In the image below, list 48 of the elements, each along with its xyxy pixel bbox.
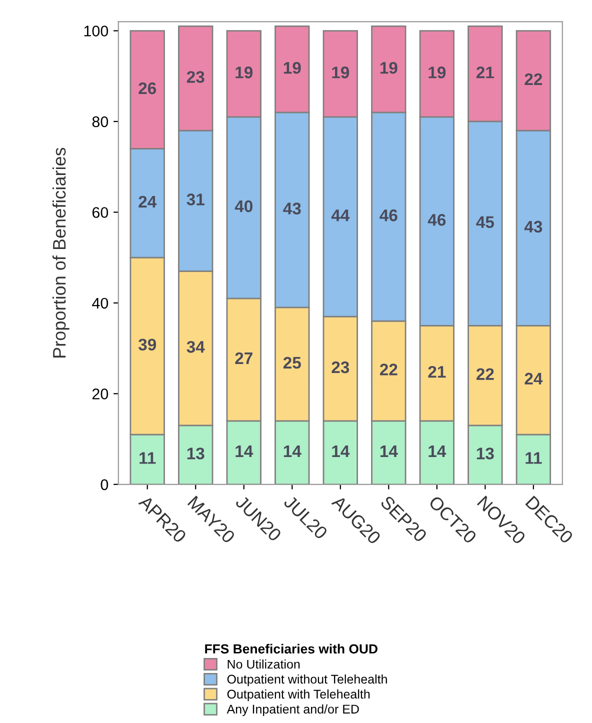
data-label: 25 [283,356,301,369]
legend-label: Any Inpatient and/or ED [226,704,359,716]
data-label: 43 [283,202,301,214]
data-label: 22 [380,364,398,376]
data-label: 40 [234,200,252,212]
y-tick-label: 80 [92,116,108,128]
y-tick-label: 40 [92,298,108,309]
data-label: 34 [186,340,205,353]
data-label: 44 [331,210,350,222]
data-label: 14 [380,446,398,457]
data-label: 19 [236,66,253,78]
data-label: 46 [380,209,398,222]
data-label: 19 [332,66,350,78]
y-tick-label: 0 [100,479,108,490]
legend-title: FFS Beneficiaries with OUD [205,644,378,654]
data-label: 11 [526,452,542,464]
data-label: 23 [332,361,350,374]
data-label: 19 [284,62,301,74]
data-label: 24 [138,196,157,208]
data-label: 21 [476,66,494,78]
data-label: 39 [138,338,156,351]
data-label: 21 [428,366,446,378]
y-tick-label: 60 [92,207,108,218]
data-label: 23 [186,71,204,83]
data-label: 22 [524,73,542,85]
data-label: 13 [476,448,494,460]
legend-label: No Utilization [228,659,300,669]
legend-label: Outpatient without Telehealth [227,674,387,686]
data-label: 19 [428,66,446,78]
data-label: 13 [187,448,204,460]
data-label: 43 [524,220,542,233]
data-label: 24 [524,372,543,384]
data-label: 14 [428,446,446,457]
data-label: 46 [428,214,446,226]
data-label: 14 [332,446,350,457]
data-label: 11 [140,452,156,464]
data-label: 22 [476,368,494,380]
data-label: 19 [380,62,398,74]
data-label: 45 [476,216,494,228]
data-label: 14 [236,446,254,457]
data-label: 14 [284,446,302,457]
y-axis-title: Proportion of Beneficiaries [52,148,70,358]
data-label: 31 [186,194,204,206]
data-label: 27 [235,352,252,364]
data-label: 26 [138,82,156,94]
y-tick-label: 20 [92,388,108,400]
y-tick-label: 100 [84,26,108,36]
legend-label: Outpatient with Telehealth [227,689,370,702]
